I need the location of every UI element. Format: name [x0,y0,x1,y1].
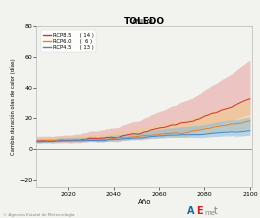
Text: A: A [187,206,195,216]
Text: me: me [204,210,215,216]
Text: t: t [214,206,218,216]
X-axis label: Año: Año [138,199,151,205]
Text: E: E [196,206,203,216]
Y-axis label: Cambio duración olas de calor (días): Cambio duración olas de calor (días) [11,58,16,155]
Title: TOLEDO: TOLEDO [124,17,165,26]
Text: © Agencia Estatal de Meteorología: © Agencia Estatal de Meteorología [3,213,74,217]
Text: ANUAL: ANUAL [132,19,156,25]
Legend: RCP8.5     ( 14 ), RCP6.0     (  6 ), RCP4.5     ( 13 ): RCP8.5 ( 14 ), RCP6.0 ( 6 ), RCP4.5 ( 13… [41,31,96,52]
